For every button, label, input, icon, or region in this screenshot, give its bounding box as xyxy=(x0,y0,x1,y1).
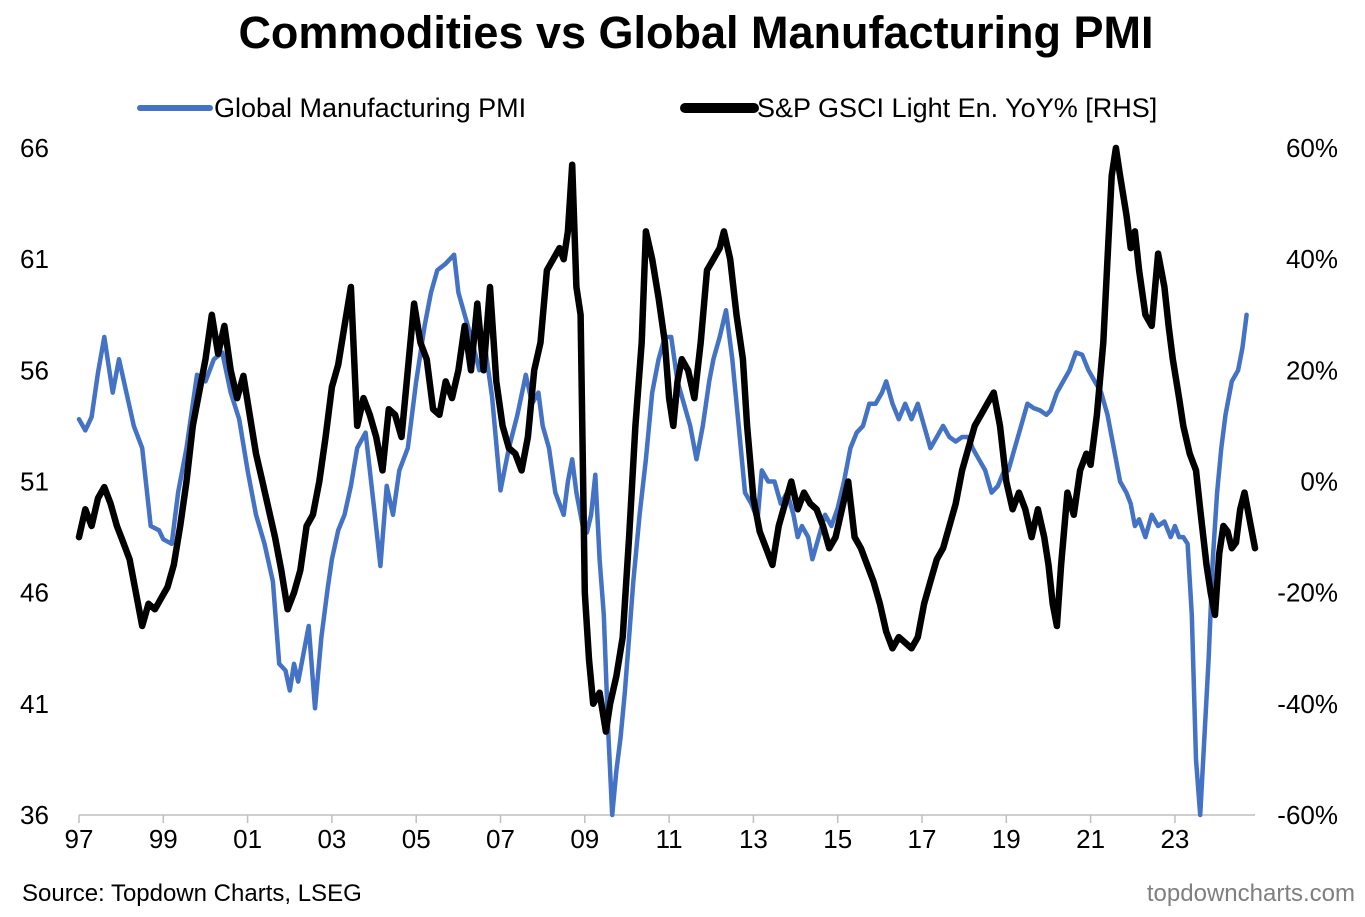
y-right-tick-label: 40% xyxy=(1286,244,1338,274)
x-tick-label: 15 xyxy=(823,824,852,854)
legend-label-pmi: Global Manufacturing PMI xyxy=(214,93,526,123)
x-tick-label: 23 xyxy=(1160,824,1189,854)
x-tick-label: 97 xyxy=(65,824,94,854)
y-right-tick-label: -60% xyxy=(1277,800,1338,830)
plot-area xyxy=(75,144,1259,818)
legend-label-gsci: S&P GSCI Light En. YoY% [RHS] xyxy=(757,93,1157,123)
series-line-gsci xyxy=(75,144,1259,735)
x-tick-label: 11 xyxy=(656,824,683,854)
y-axis-left: 66 61 56 51 46 41 36 xyxy=(20,133,49,830)
y-left-tick-label: 41 xyxy=(20,689,49,719)
y-left-tick-label: 46 xyxy=(20,578,49,608)
y-left-tick-label: 66 xyxy=(20,133,49,163)
source-note: Source: Topdown Charts, LSEG xyxy=(22,880,362,907)
y-left-tick-label: 51 xyxy=(20,467,49,497)
x-tick-label: 21 xyxy=(1076,824,1105,854)
x-tick-label: 09 xyxy=(570,824,599,854)
x-tick-label: 07 xyxy=(486,824,515,854)
y-right-tick-label: -40% xyxy=(1277,689,1338,719)
x-tick-label: 05 xyxy=(402,824,431,854)
x-tick-label: 13 xyxy=(739,824,768,854)
y-right-tick-label: 20% xyxy=(1286,355,1338,385)
chart-title: Commodities vs Global Manufacturing PMI xyxy=(238,7,1153,58)
y-left-tick-label: 61 xyxy=(20,244,49,274)
y-right-tick-label: 60% xyxy=(1286,133,1338,163)
x-tick-label: 19 xyxy=(992,824,1021,854)
y-axis-right: 60% 40% 20% 0% -20% -40% -60% xyxy=(1277,133,1338,830)
y-right-tick-label: 0% xyxy=(1300,467,1338,497)
x-tick-label: 03 xyxy=(317,824,346,854)
y-left-tick-label: 36 xyxy=(20,800,49,830)
series-line-pmi xyxy=(76,252,1249,818)
legend: Global Manufacturing PMI S&P GSCI Light … xyxy=(137,93,1157,123)
y-left-tick-label: 56 xyxy=(20,355,49,385)
x-tick-label: 17 xyxy=(908,824,937,854)
x-tick-label: 99 xyxy=(149,824,178,854)
x-tick-label: 01 xyxy=(233,824,262,854)
y-right-tick-label: -20% xyxy=(1277,578,1338,608)
x-axis: 97 99 01 03 05 07 09 11 13 15 17 19 21 23 xyxy=(65,815,1189,854)
watermark: topdowncharts.com xyxy=(1147,880,1355,907)
